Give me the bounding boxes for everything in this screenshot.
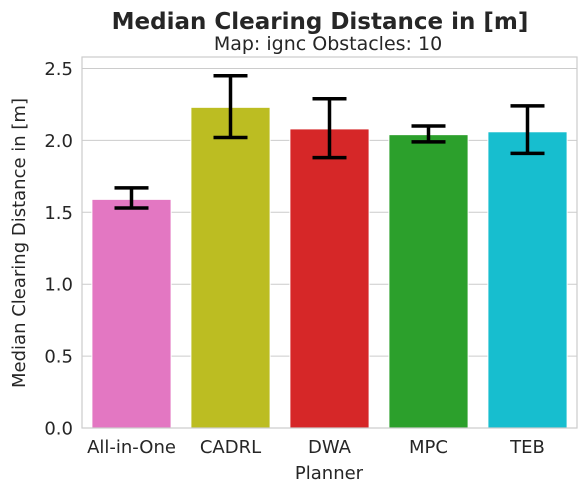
y-tick-label: 2.5 [44, 59, 73, 80]
y-axis-label: Median Clearing Distance in [m] [9, 98, 30, 388]
bar-teb [487, 131, 568, 429]
y-tick-label: 0.5 [44, 347, 73, 368]
chart-subtitle: Map: ignc Obstacles: 10 [214, 33, 442, 55]
x-tick-label: CADRL [200, 437, 261, 458]
error-bar-cadrl [213, 73, 248, 140]
error-bar-teb [510, 104, 545, 156]
y-tick-label: 2.0 [44, 131, 73, 152]
x-tick-labels: All-in-One CADRL DWA MPC TEB [87, 437, 545, 458]
chart-title: Median Clearing Distance in [m] [112, 9, 529, 35]
bar-cadrl [190, 106, 271, 429]
error-bars [114, 73, 545, 210]
x-axis-label: Planner [295, 463, 364, 484]
x-tick-label: DWA [308, 437, 352, 458]
bar-mpc [388, 134, 469, 429]
y-tick-label: 1.0 [44, 275, 73, 296]
x-tick-label: All-in-One [87, 437, 176, 458]
error-bar-all-in-one [114, 186, 149, 210]
plot-frame [81, 56, 578, 429]
error-bar-mpc [411, 124, 446, 144]
y-tick-label: 0.0 [44, 419, 73, 440]
x-tick-label: MPC [409, 437, 448, 458]
x-tick-label: TEB [509, 437, 545, 458]
y-tick-labels: 0.0 0.5 1.0 1.5 2.0 2.5 [44, 59, 73, 439]
bar-dwa [289, 128, 370, 429]
bar-all-in-one [91, 198, 172, 429]
y-tick-label: 1.5 [44, 203, 73, 224]
error-bar-dwa [312, 96, 347, 160]
